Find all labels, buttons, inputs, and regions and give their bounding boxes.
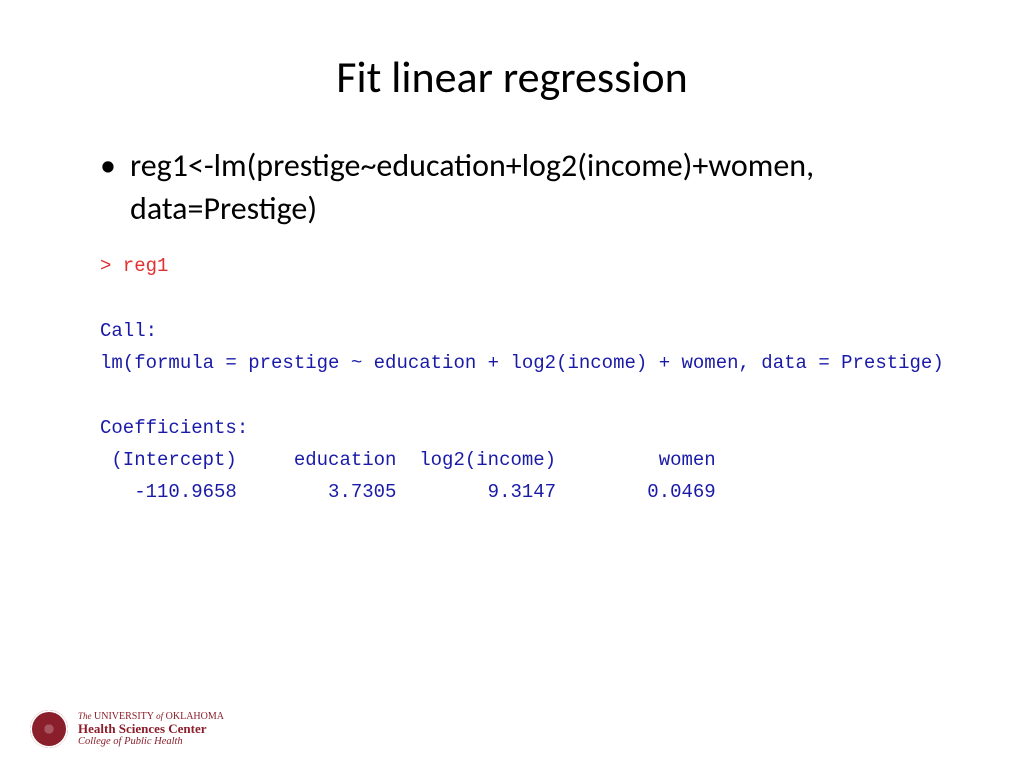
footer-line1: The UNIVERSITY of OKLAHOMA (78, 711, 224, 722)
footer-line1-state: OKLAHOMA (166, 711, 224, 722)
footer-text-block: The UNIVERSITY of OKLAHOMA Health Scienc… (78, 711, 224, 748)
slide: Fit linear regression reg1<-lm(prestige~… (0, 0, 1024, 768)
footer-line1-main: UNIVERSITY (94, 711, 154, 722)
console-coef-values: -110.9658 3.7305 9.3147 0.0469 (100, 481, 716, 503)
footer-line1-of: of (156, 711, 163, 721)
bullet-item: reg1<-lm(prestige~education+log2(income)… (100, 144, 964, 230)
footer-line2: Health Sciences Center (78, 722, 224, 736)
footer-branding: The UNIVERSITY of OKLAHOMA Health Scienc… (30, 710, 224, 748)
console-prompt-line: > reg1 (100, 255, 168, 277)
r-console-output: > reg1 Call: lm(formula = prestige ~ edu… (60, 250, 964, 508)
footer-line3: College of Public Health (78, 736, 224, 748)
console-call-body: lm(formula = prestige ~ education + log2… (100, 352, 944, 374)
console-coef-names: (Intercept) education log2(income) women (100, 449, 716, 471)
slide-title: Fit linear regression (60, 50, 964, 104)
console-call-header: Call: (100, 320, 157, 342)
university-seal-icon (30, 710, 68, 748)
bullet-list: reg1<-lm(prestige~education+log2(income)… (60, 144, 964, 230)
console-coef-header: Coefficients: (100, 417, 248, 439)
footer-line1-prefix: The (78, 711, 92, 721)
